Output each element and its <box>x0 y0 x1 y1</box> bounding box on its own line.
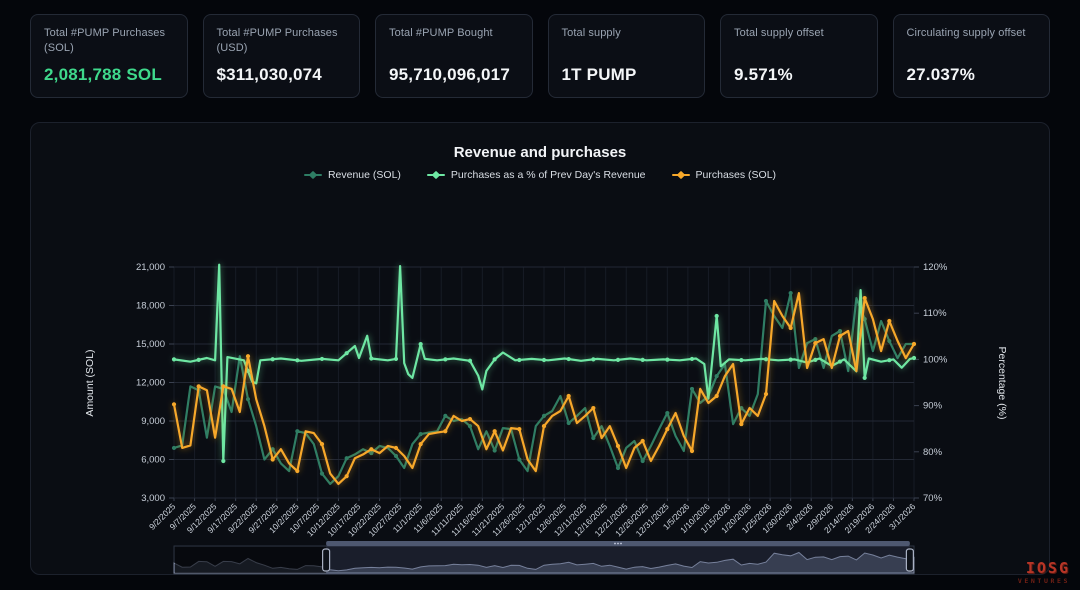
logo-text: IOSG <box>1025 558 1070 577</box>
card-value: 9.571% <box>734 65 793 84</box>
chart-title: Revenue and purchases <box>453 144 627 161</box>
legend-label: Purchases as a % of Prev Day's Revenue <box>450 169 646 181</box>
chart-legend: Revenue (SOL) Purchases as a % of Prev D… <box>31 169 1049 181</box>
card-value: $311,030,074 <box>216 65 322 84</box>
card-total-supply-offset: Total supply offset 9.571% <box>720 14 878 98</box>
card-value: 2,081,788 SOL <box>44 65 162 84</box>
legend-label: Purchases (SOL) <box>695 169 777 181</box>
legend-marker-icon <box>303 170 322 180</box>
iosg-ventures-logo: IOSG VENTURES <box>1017 558 1070 585</box>
svg-text:100%: 100% <box>923 354 948 365</box>
card-circulating-supply-offset: Circulating supply offset 27.037% <box>892 14 1050 98</box>
brush-handle-right[interactable] <box>905 548 914 572</box>
card-value: 95,710,096,017 <box>389 65 510 84</box>
brush-selection[interactable] <box>326 546 910 574</box>
card-total-supply: Total supply 1T PUMP <box>547 14 705 98</box>
svg-text:120%: 120% <box>923 262 948 273</box>
legend-item-purchases-pct[interactable]: Purchases as a % of Prev Day's Revenue <box>426 169 646 181</box>
logo-subtext: VENTURES <box>1017 576 1070 585</box>
brush-handle-left[interactable] <box>322 548 331 572</box>
card-label: Total supply <box>561 27 621 39</box>
card-label: Total #PUMP Purchases (USD) <box>216 27 338 55</box>
legend-item-purchases-sol[interactable]: Purchases (SOL) <box>671 169 777 181</box>
chart-canvas[interactable]: 9/2/20259/7/20259/12/20259/17/20259/22/2… <box>31 123 1051 576</box>
svg-text:9,000: 9,000 <box>141 416 165 427</box>
revenue-purchases-panel: Revenue and purchases Revenue (SOL) Purc… <box>30 122 1050 575</box>
svg-text:90%: 90% <box>923 401 943 412</box>
legend-label: Revenue (SOL) <box>327 169 401 181</box>
svg-text:80%: 80% <box>923 447 943 458</box>
svg-text:21,000: 21,000 <box>136 262 165 273</box>
card-value: 27.037% <box>906 65 976 84</box>
right-axis-title: Percentage (%) <box>996 347 1008 420</box>
card-label: Total #PUMP Bought <box>389 27 493 39</box>
card-label: Total #PUMP Purchases (SOL) <box>44 27 166 55</box>
card-total-pump-bought: Total #PUMP Bought 95,710,096,017 <box>375 14 533 98</box>
svg-text:3,000: 3,000 <box>141 493 165 504</box>
legend-marker-icon <box>426 170 445 180</box>
svg-text:18,000: 18,000 <box>136 301 165 312</box>
stat-cards-row: Total #PUMP Purchases (SOL) 2,081,788 SO… <box>30 14 1050 98</box>
card-total-pump-purchases-sol: Total #PUMP Purchases (SOL) 2,081,788 SO… <box>30 14 188 98</box>
legend-item-revenue-sol[interactable]: Revenue (SOL) <box>303 169 401 181</box>
svg-text:15,000: 15,000 <box>136 339 165 350</box>
card-label: Circulating supply offset <box>906 27 1026 39</box>
card-total-pump-purchases-usd: Total #PUMP Purchases (USD) $311,030,074 <box>202 14 360 98</box>
svg-text:70%: 70% <box>923 493 943 504</box>
legend-marker-icon <box>671 170 690 180</box>
left-axis-title: Amount (SOL) <box>84 349 96 416</box>
svg-text:12,000: 12,000 <box>136 378 165 389</box>
card-label: Total supply offset <box>734 27 824 39</box>
svg-text:110%: 110% <box>923 308 947 319</box>
card-value: 1T PUMP <box>561 65 637 84</box>
svg-text:6,000: 6,000 <box>141 455 165 466</box>
